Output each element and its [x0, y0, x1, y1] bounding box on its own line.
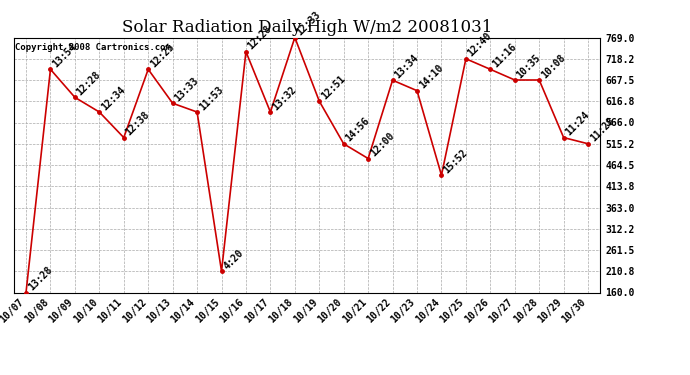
Text: 12:00: 12:00: [368, 130, 396, 159]
Text: 12:28: 12:28: [246, 24, 274, 52]
Text: 13:32: 13:32: [270, 84, 298, 112]
Text: 12:38: 12:38: [124, 110, 152, 138]
Text: 12:40: 12:40: [466, 31, 494, 59]
Text: 12:34: 12:34: [99, 84, 127, 112]
Text: 14:56: 14:56: [344, 116, 371, 144]
Text: 11:28: 11:28: [588, 116, 616, 144]
Text: 13:34: 13:34: [393, 53, 420, 80]
Text: 11:16: 11:16: [491, 42, 518, 69]
Text: 11:53: 11:53: [197, 84, 225, 112]
Text: 13:28: 13:28: [26, 265, 54, 292]
Text: 4:20: 4:20: [221, 248, 245, 271]
Text: 12:28: 12:28: [75, 69, 103, 98]
Text: 15:52: 15:52: [442, 147, 469, 175]
Text: 12:51: 12:51: [319, 73, 347, 101]
Text: 11:24: 11:24: [564, 110, 591, 138]
Text: 12:25: 12:25: [148, 42, 176, 69]
Text: 13:54: 13:54: [50, 42, 78, 69]
Text: 12:33: 12:33: [295, 10, 323, 38]
Text: 10:08: 10:08: [539, 52, 567, 80]
Title: Solar Radiation Daily High W/m2 20081031: Solar Radiation Daily High W/m2 20081031: [122, 19, 492, 36]
Text: 13:33: 13:33: [172, 75, 201, 103]
Text: Copyright 2008 Cartronics.com: Copyright 2008 Cartronics.com: [15, 43, 171, 52]
Text: 14:10: 14:10: [417, 63, 445, 91]
Text: 10:35: 10:35: [515, 52, 542, 80]
